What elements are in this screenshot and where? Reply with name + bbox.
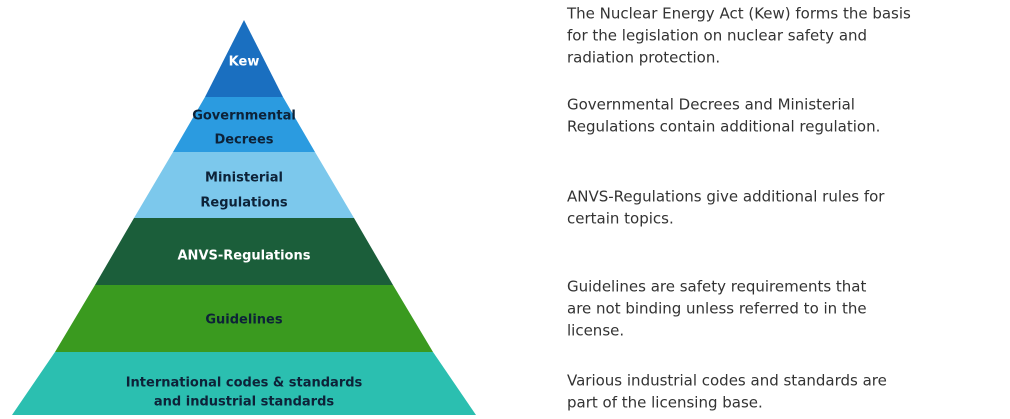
description: Governmental Decrees and Ministerial — [567, 96, 855, 114]
layer-international — [12, 352, 476, 415]
layer-label: Regulations — [200, 196, 287, 211]
layer-label: ANVS-Regulations — [178, 249, 311, 264]
layer-governmental-decrees — [173, 97, 315, 152]
description: Guidelines are safety requirements that — [567, 278, 866, 296]
layer-label: Kew — [229, 55, 260, 70]
description: ANVS-Regulations give additional rules f… — [567, 188, 885, 206]
layer-ministerial-regulations — [134, 152, 354, 218]
description: certain topics. — [567, 210, 674, 228]
layer-label: Ministerial — [205, 171, 283, 186]
description: radiation protection. — [567, 49, 720, 67]
layer-label: Decrees — [214, 133, 273, 148]
layer-label: International codes & standards — [126, 376, 363, 391]
layer-label: and industrial standards — [154, 395, 334, 410]
description: part of the licensing base. — [567, 394, 763, 412]
description: are not binding unless referred to in th… — [567, 300, 867, 318]
layer-label: Guidelines — [205, 313, 282, 328]
description: The Nuclear Energy Act (Kew) forms the b… — [566, 5, 911, 23]
description: Regulations contain additional regulatio… — [567, 118, 880, 136]
layer-anvs-regulations — [95, 218, 393, 285]
layer-guidelines — [55, 285, 433, 352]
description: Various industrial codes and standards a… — [567, 372, 887, 390]
layer-label: Governmental — [192, 109, 296, 124]
description: for the legislation on nuclear safety an… — [567, 27, 867, 45]
description: license. — [567, 322, 624, 340]
layer-kew — [205, 20, 283, 97]
